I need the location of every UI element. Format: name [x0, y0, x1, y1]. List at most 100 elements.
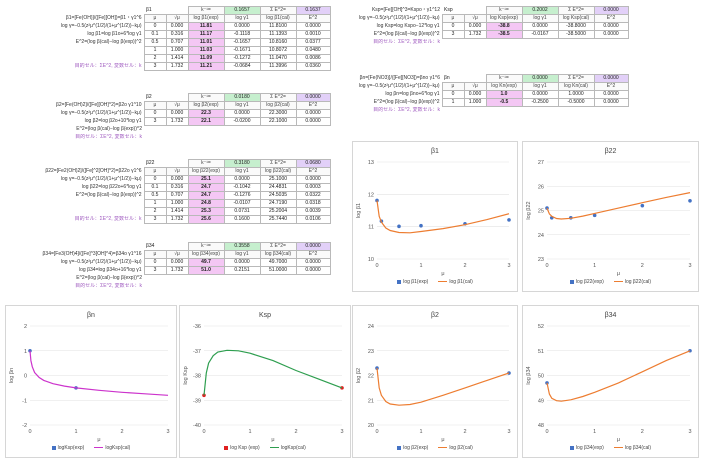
table-cell[interactable]: 22.3	[187, 109, 225, 118]
sum-e-value-cell[interactable]: 0.0000	[593, 6, 629, 15]
table-cell[interactable]: 0.0000	[295, 22, 331, 31]
table-cell[interactable]: 0.707	[165, 38, 189, 47]
table-cell[interactable]: 49.7	[187, 258, 225, 267]
table-cell[interactable]: 0.1	[143, 30, 167, 39]
sum-e-label[interactable]: Σ E^2=	[259, 242, 297, 251]
table-cell[interactable]: 51.0000	[259, 266, 297, 275]
sum-e-value-cell[interactable]: 0.0000	[295, 93, 331, 102]
sum-e-value-cell[interactable]: 0.0680	[295, 159, 331, 168]
column-header[interactable]: log β2(cal)	[259, 101, 297, 110]
table-cell[interactable]: 0.316	[165, 30, 189, 39]
block-head[interactable]: β22	[146, 159, 155, 166]
table-cell[interactable]: 0.0086	[295, 54, 331, 63]
column-header[interactable]: μ	[143, 101, 167, 110]
table-cell[interactable]: 24.5035	[259, 191, 297, 200]
column-header[interactable]: log Kn(exp)	[485, 82, 523, 91]
table-cell[interactable]: 24.7190	[259, 199, 297, 208]
column-header[interactable]: √μ	[165, 167, 189, 176]
table-cell[interactable]: 1.000	[463, 98, 487, 107]
table-cell[interactable]: 0.0000	[223, 258, 261, 267]
table-cell[interactable]: 0.0000	[295, 258, 331, 267]
table-cell[interactable]: 24.4831	[259, 183, 297, 192]
table-cell[interactable]: 0	[143, 22, 167, 31]
block-head[interactable]: Ksp	[444, 6, 453, 13]
table-cell[interactable]: -38.8000	[557, 22, 595, 31]
table-cell[interactable]: 0.0377	[295, 38, 331, 47]
table-cell[interactable]: 3	[143, 62, 167, 71]
column-header[interactable]: log β1(exp)	[187, 14, 225, 23]
table-cell[interactable]: 1.732	[463, 30, 487, 39]
table-cell[interactable]: -0.0107	[223, 199, 261, 208]
table-cell[interactable]: 3	[143, 266, 167, 275]
column-header[interactable]: log Ksp(cal)	[557, 14, 595, 23]
k-label[interactable]: k⁻¹=	[187, 93, 225, 102]
column-header[interactable]: log γ1	[223, 101, 261, 110]
column-header[interactable]: √μ	[463, 14, 487, 23]
column-header[interactable]: log γ1	[223, 14, 261, 23]
table-cell[interactable]: 0.316	[165, 183, 189, 192]
column-header[interactable]: log γ1	[223, 167, 261, 176]
column-header[interactable]: E^2	[295, 14, 331, 23]
column-header[interactable]: √μ	[165, 250, 189, 259]
chart-beta1[interactable]: β1 10 11 12 13 0 1 2 3 μ log β1 log β1(exp) log β1(c…	[352, 141, 518, 292]
table-cell[interactable]: 1	[143, 46, 167, 55]
table-cell[interactable]: 1	[143, 199, 167, 208]
table-cell[interactable]: 2	[143, 207, 167, 216]
table-cell[interactable]: 25.7440	[259, 215, 297, 224]
table-cell[interactable]: 11.8100	[259, 22, 297, 31]
table-cell[interactable]: 1.732	[165, 62, 189, 71]
chart-beta22[interactable]: β22 23 24 25 26 27 0 1 2 3 μ log β22 log β22(exp) log…	[522, 141, 699, 292]
table-cell[interactable]: 1.000	[165, 46, 189, 55]
k-value-cell[interactable]: 0.0000	[521, 74, 559, 83]
column-header[interactable]: log Kn(cal)	[557, 82, 595, 91]
table-cell[interactable]: 1.0	[485, 90, 523, 99]
table-cell[interactable]: 11.01	[187, 38, 225, 47]
table-cell[interactable]: 3	[143, 117, 167, 126]
table-cell[interactable]: 0.0000	[521, 90, 559, 99]
table-cell[interactable]: 11.0470	[259, 54, 297, 63]
column-header[interactable]: log β34(cal)	[259, 250, 297, 259]
table-cell[interactable]: 0.000	[165, 175, 189, 184]
table-cell[interactable]: 1	[441, 98, 465, 107]
table-cell[interactable]: -0.1118	[223, 30, 261, 39]
chart-beta2[interactable]: β2 20 21 22 23 24 0 1 2 3 μ log β2 log β2(exp) log β2…	[352, 305, 518, 458]
sum-e-label[interactable]: Σ E^2=	[259, 6, 297, 15]
table-cell[interactable]: -0.0200	[223, 117, 261, 126]
table-cell[interactable]: 0.0010	[295, 30, 331, 39]
table-cell[interactable]: 11.09	[187, 54, 225, 63]
k-value-cell[interactable]: 0.3558	[223, 242, 261, 251]
column-header[interactable]: log γ1	[521, 82, 559, 91]
table-cell[interactable]: 11.03	[187, 46, 225, 55]
chart-beta34[interactable]: β34 48 49 50 51 52 0 1 2 3 μ log β34 log β34(exp) log…	[522, 305, 699, 458]
table-cell[interactable]: 25.1	[187, 175, 225, 184]
column-header[interactable]: log γ1	[223, 250, 261, 259]
column-header[interactable]: √μ	[165, 101, 189, 110]
table-cell[interactable]: 10.8160	[259, 38, 297, 47]
column-header[interactable]: E^2	[593, 14, 629, 23]
table-cell[interactable]: 1.414	[165, 207, 189, 216]
table-cell[interactable]: 11.1393	[259, 30, 297, 39]
table-cell[interactable]: 1.732	[165, 266, 189, 275]
table-cell[interactable]: 1.414	[165, 54, 189, 63]
table-cell[interactable]: 25.2004	[259, 207, 297, 216]
table-cell[interactable]: 0.0000	[295, 266, 331, 275]
k-label[interactable]: k⁻¹=	[485, 6, 523, 15]
table-cell[interactable]: 24.7	[187, 183, 225, 192]
block-head[interactable]: βn	[444, 74, 450, 81]
table-cell[interactable]: 0.0000	[521, 22, 559, 31]
table-cell[interactable]: 0.0360	[295, 62, 331, 71]
table-cell[interactable]: -38.5000	[557, 30, 595, 39]
table-cell[interactable]: -0.1276	[223, 191, 261, 200]
table-cell[interactable]: 0.0039	[295, 207, 331, 216]
k-label[interactable]: k⁻¹=	[187, 6, 225, 15]
sum-e-value-cell[interactable]: 0.0000	[295, 242, 331, 251]
chart-betan[interactable]: βn -2 -1 0 1 2 0 1 2 3 μ log βn logKsp(exp) logKsp(ca…	[5, 305, 177, 458]
column-header[interactable]: E^2	[593, 82, 629, 91]
table-cell[interactable]: 0.0000	[593, 90, 629, 99]
table-cell[interactable]: -0.0684	[223, 62, 261, 71]
table-cell[interactable]: 0.000	[463, 90, 487, 99]
table-cell[interactable]: 0.0106	[295, 215, 331, 224]
sum-e-label[interactable]: Σ E^2=	[557, 6, 595, 15]
table-cell[interactable]: 24.8	[187, 199, 225, 208]
table-cell[interactable]: -0.2500	[521, 98, 559, 107]
